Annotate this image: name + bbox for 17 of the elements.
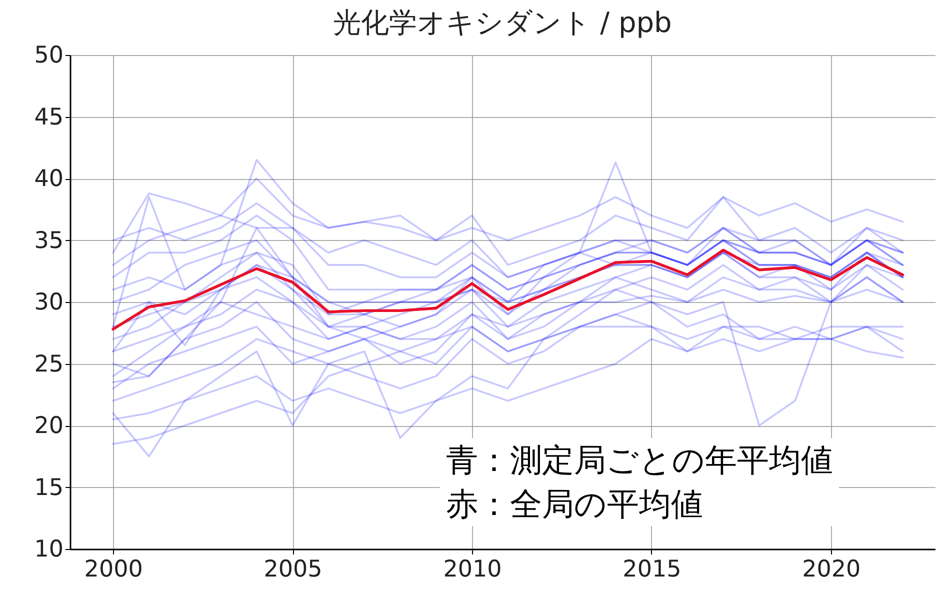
x-tick-label: 2005	[264, 556, 322, 582]
annotation: 青：測定局ごとの年平均値	[446, 440, 833, 481]
y-tick-label: 45	[34, 104, 64, 130]
x-tick-label: 2015	[622, 556, 682, 582]
y-tick-label: 40	[34, 166, 64, 192]
y-tick-label: 35	[34, 228, 64, 254]
x-tick-label: 2000	[84, 556, 143, 582]
x-tick-label: 2020	[802, 556, 861, 582]
y-tick-label: 15	[34, 474, 64, 501]
annotation: 赤：全局の平均値	[446, 484, 704, 525]
y-tick-label: 50	[34, 42, 64, 68]
y-tick-label: 25	[34, 351, 64, 378]
x-tick-label: 2010	[443, 556, 502, 582]
y-tick-label: 30	[34, 290, 64, 316]
y-tick-label: 20	[34, 413, 64, 439]
chart-title: 光化学オキシダント / ppb	[333, 6, 672, 39]
y-tick-label: 10	[34, 536, 64, 562]
